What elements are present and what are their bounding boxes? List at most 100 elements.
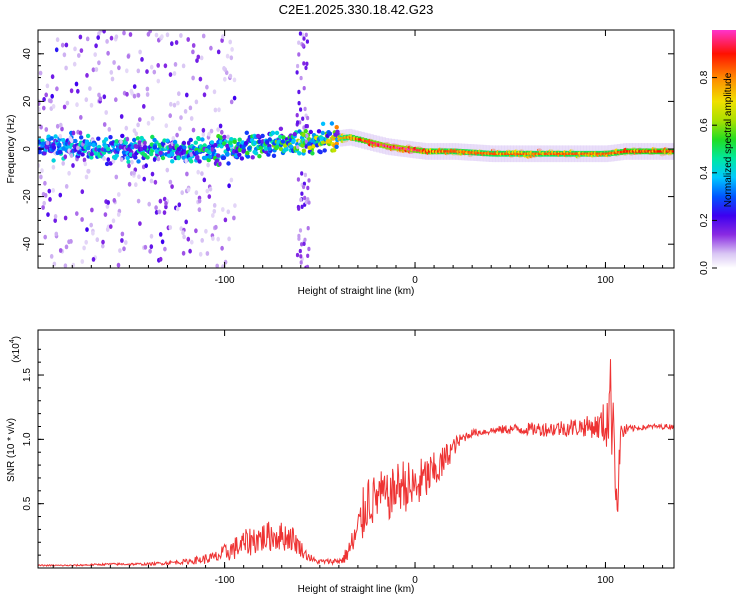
heatmap-noise <box>186 37 190 42</box>
heatmap-noise <box>64 42 69 48</box>
colorbar-tick-label: 0.2 <box>699 213 710 227</box>
heatmap-noise <box>191 127 196 133</box>
heatmap-noise <box>136 68 141 74</box>
heatmap-noise <box>76 88 80 94</box>
heatmap-core <box>522 152 526 155</box>
heatmap-noise <box>223 217 228 223</box>
snr-series <box>38 359 674 567</box>
heatmap-noise <box>149 233 154 239</box>
heatmap-cell <box>307 145 312 150</box>
heatmap-cell <box>252 140 258 145</box>
multiplier-base: (x10 <box>11 343 22 363</box>
heatmap-cell <box>241 149 246 154</box>
heatmap-noise <box>172 71 177 76</box>
heatmap-noise <box>186 236 191 242</box>
heatmap-noise <box>168 179 173 185</box>
heatmap-noise <box>232 215 236 221</box>
heatmap-noise <box>154 210 159 215</box>
heatmap-noise <box>158 256 163 262</box>
heatmap-cell <box>209 140 215 145</box>
heatmap-noise <box>202 177 207 183</box>
heatmap-core <box>571 152 575 155</box>
heatmap-noise <box>86 168 90 174</box>
heatmap-streak <box>307 246 311 252</box>
heatmap-cell <box>256 133 261 139</box>
heatmap-noise <box>49 254 54 259</box>
heatmap-cell <box>270 130 276 136</box>
heatmap-streak <box>303 172 307 178</box>
heatmap-noise <box>53 218 57 224</box>
heatmap-x-tick-label: 100 <box>597 275 614 286</box>
heatmap-noise <box>64 65 68 71</box>
heatmap-noise <box>117 192 121 197</box>
heatmap-noise <box>117 65 121 71</box>
heatmap-noise <box>78 34 83 40</box>
heatmap-noise <box>45 140 50 146</box>
heatmap-cell <box>221 141 227 146</box>
heatmap-noise <box>153 179 158 185</box>
heatmap-noise <box>160 239 165 245</box>
heatmap-cell <box>320 140 326 145</box>
heatmap-noise <box>42 97 46 102</box>
heatmap-noise <box>64 244 69 250</box>
heatmap-noise <box>205 188 210 194</box>
heatmap-noise <box>226 209 231 215</box>
heatmap-noise <box>60 42 65 48</box>
heatmap-streak <box>299 197 303 202</box>
heatmap-noise <box>188 105 193 111</box>
heatmap-noise <box>106 157 111 163</box>
heatmap-noise <box>218 123 223 129</box>
heatmap-core <box>604 152 609 155</box>
heatmap-cell <box>257 154 262 159</box>
colorbar-tick-label: 0.4 <box>699 165 710 179</box>
heatmap-noise <box>143 244 148 250</box>
heatmap-cell <box>114 139 119 144</box>
colorbar <box>712 30 736 268</box>
heatmap-cell <box>274 130 280 136</box>
heatmap-noise <box>122 246 126 252</box>
heatmap-noise <box>146 120 151 126</box>
heatmap-noise <box>101 239 105 245</box>
heatmap-streak <box>299 254 303 259</box>
heatmap-cell <box>200 137 205 142</box>
heatmap-cell <box>133 155 138 160</box>
heatmap-noise <box>118 144 123 150</box>
heatmap-noise <box>197 198 202 204</box>
heatmap-noise <box>42 105 46 111</box>
heatmap-core <box>580 152 584 155</box>
heatmap-cell <box>170 152 175 157</box>
heatmap-noise <box>194 228 198 234</box>
heatmap-noise <box>140 57 144 62</box>
heatmap-noise <box>222 66 226 71</box>
heatmap-noise <box>82 245 86 251</box>
heatmap-noise <box>51 188 55 193</box>
colorbar-label: Normalized spectral amplitude <box>723 72 734 207</box>
heatmap-cell <box>120 133 125 139</box>
heatmap-noise <box>47 188 52 194</box>
heatmap-cell <box>245 154 251 159</box>
heatmap-cell <box>226 161 231 166</box>
heatmap-streak <box>306 185 310 191</box>
heatmap-noise <box>164 201 168 206</box>
heatmap-cell <box>206 157 211 163</box>
heatmap-cell <box>77 150 82 155</box>
heatmap-cell <box>114 153 119 158</box>
heatmap-cell <box>41 141 46 146</box>
heatmap-streak <box>306 226 310 231</box>
heatmap-noise <box>102 122 107 127</box>
heatmap-noise <box>107 126 112 132</box>
snr-x-tick-label: 100 <box>597 575 614 586</box>
heatmap-noise <box>127 163 131 169</box>
heatmap-cell <box>170 159 175 164</box>
heatmap-y-tick-label: 20 <box>22 95 33 107</box>
heatmap-cell <box>193 140 198 145</box>
heatmap-noise <box>201 127 206 133</box>
heatmap-cell <box>58 150 63 155</box>
heatmap-noise <box>88 86 92 91</box>
heatmap-cell <box>53 134 58 139</box>
heatmap-noise <box>114 97 118 103</box>
heatmap-streak <box>305 39 309 44</box>
heatmap-noise <box>132 170 136 176</box>
heatmap-noise <box>208 186 213 192</box>
